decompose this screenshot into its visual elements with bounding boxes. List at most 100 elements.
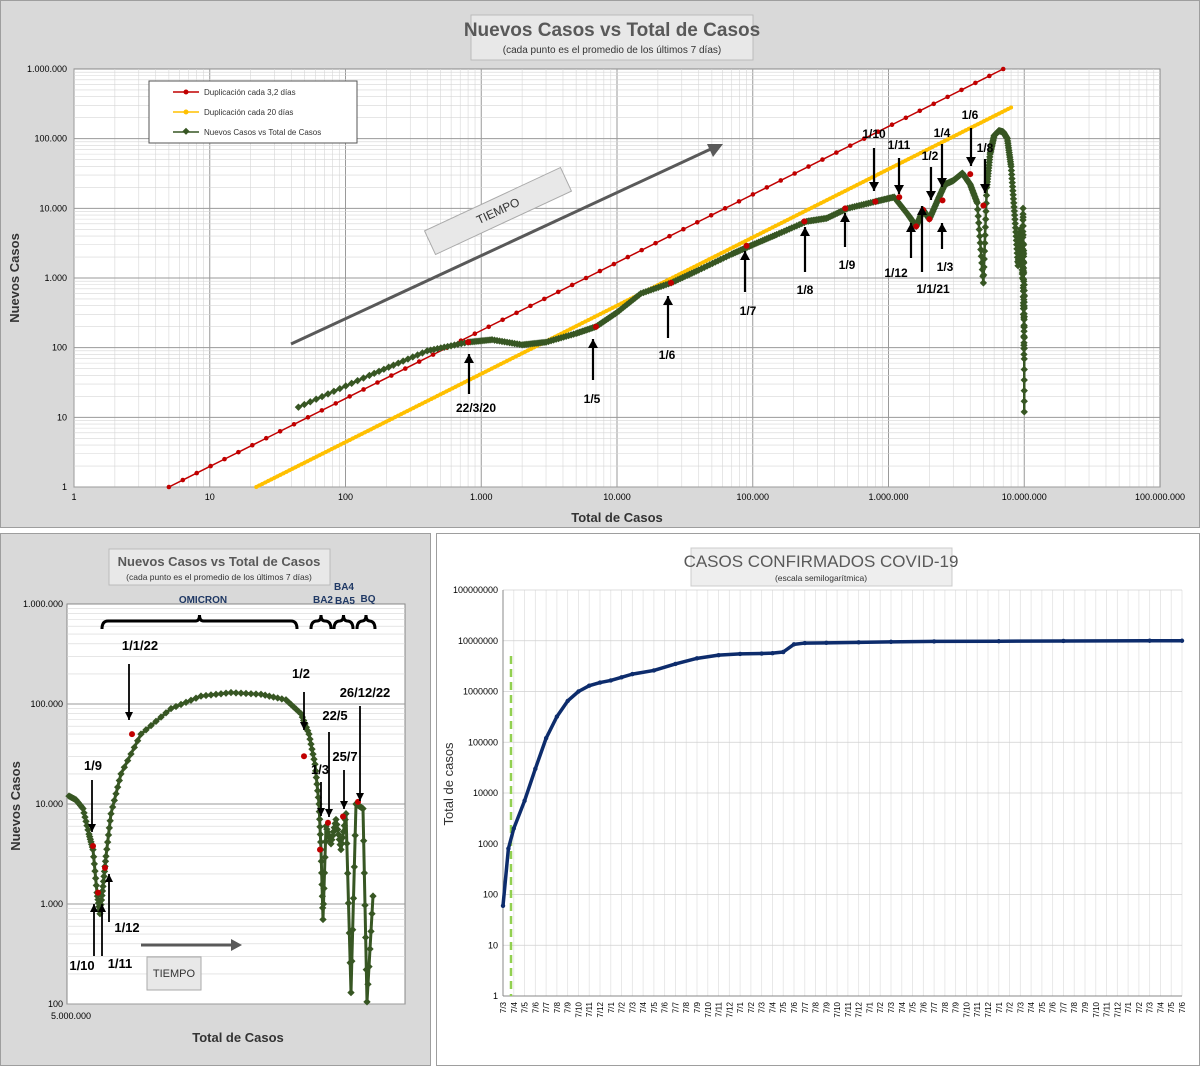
x-tick-label: 7/9 <box>952 1001 961 1013</box>
chart2-subtitle: (cada punto es el promedio de los último… <box>126 572 312 582</box>
x-tick-label: 7/12 <box>596 1001 605 1017</box>
point-doubling-3-2 <box>945 94 950 100</box>
y-tick-label: 10 <box>57 412 67 422</box>
x-tick-label: 7/9 <box>564 1001 573 1013</box>
point-new-cases <box>1010 207 1019 215</box>
point-doubling-3-2 <box>750 192 756 197</box>
point-new-cases-zoom <box>162 709 170 717</box>
point-doubling-20 <box>840 190 845 195</box>
point-new-cases-zoom <box>332 815 340 824</box>
point-new-cases-zoom <box>359 804 367 813</box>
point-new-cases-zoom <box>319 915 327 924</box>
x-tick-label: 1.000.000 <box>868 492 908 502</box>
point-doubling-20 <box>441 390 446 395</box>
annotation-label: 1/9 <box>84 758 102 773</box>
x-tick-label: 7/8 <box>1070 1001 1079 1013</box>
point-doubling-20 <box>993 113 998 118</box>
point-doubling-20 <box>906 157 911 162</box>
point-doubling-20 <box>788 216 793 221</box>
point-doubling-20 <box>438 392 443 397</box>
x-tick-label: 7/8 <box>812 1001 821 1013</box>
point-new-cases <box>1020 312 1028 321</box>
point-doubling-3-2 <box>500 317 505 323</box>
point-doubling-3-2 <box>736 199 742 204</box>
x-tick-label: 10 <box>205 492 215 502</box>
point-total-cases <box>759 651 764 656</box>
point-new-cases <box>980 247 989 255</box>
point-doubling-20 <box>800 210 805 215</box>
x-tick-label: 7/10 <box>574 1001 583 1017</box>
point-doubling-20 <box>836 192 841 197</box>
annotation-arrowhead <box>356 793 364 801</box>
point-doubling-3-2 <box>250 442 255 448</box>
point-new-cases <box>980 263 988 271</box>
point-doubling-20 <box>1000 110 1005 115</box>
point-doubling-20 <box>921 149 926 154</box>
point-total-cases <box>716 652 721 658</box>
point-new-cases <box>306 398 314 406</box>
x-tick-label: 7/3 <box>499 1001 508 1013</box>
variant-bracket <box>332 614 355 630</box>
point-doubling-20 <box>519 351 524 356</box>
variant-label-ba4: BA4 <box>334 582 354 593</box>
point-doubling-3-2 <box>834 150 839 155</box>
point-doubling-20 <box>393 415 398 420</box>
point-new-cases-zoom <box>317 857 326 865</box>
point-doubling-20 <box>794 213 799 218</box>
point-doubling-3-2 <box>667 233 672 239</box>
point-doubling-20 <box>604 308 609 313</box>
point-new-cases-zoom <box>117 770 125 778</box>
point-new-cases <box>1020 268 1028 276</box>
point-new-cases-zoom <box>364 980 372 988</box>
y-tick-label: 1.000.000 <box>27 64 67 74</box>
point-doubling-3-2 <box>402 366 408 371</box>
point-doubling-20 <box>320 451 325 456</box>
highlight-point <box>967 171 974 178</box>
annotation-label: 22/5 <box>322 708 347 723</box>
chart1-legend: Duplicación cada 3,2 días Duplicación ca… <box>148 80 358 144</box>
point-new-cases <box>324 390 332 398</box>
point-doubling-20 <box>773 223 778 228</box>
x-tick-label: 7/4 <box>639 1001 648 1013</box>
point-doubling-20 <box>888 166 893 171</box>
annotation-arrowhead <box>800 227 810 236</box>
x-tick-label: 7/4 <box>1156 1001 1165 1013</box>
point-doubling-20 <box>767 226 772 231</box>
main-loglog-chart: 1 10 100 1.000 10.000 100.000 1.000.000 10.000.… <box>7 14 1185 525</box>
point-doubling-20 <box>447 387 452 392</box>
annotation-arrowhead <box>90 904 98 912</box>
point-new-cases <box>980 255 988 263</box>
cumulative-chart-panel: CASOS CONFIRMADOS COVID-19 (escala semil… <box>436 533 1200 1066</box>
point-total-cases <box>543 736 549 741</box>
y-tick-label: 1000000 <box>463 687 498 697</box>
annotation-arrowhead <box>317 808 325 816</box>
point-new-cases-zoom <box>102 852 110 860</box>
highlight-point <box>980 202 987 209</box>
y-tick-label: 100.000 <box>34 134 67 144</box>
point-new-cases-zoom <box>351 831 359 840</box>
annotation-arrowhead <box>740 251 750 260</box>
point-doubling-20 <box>785 217 790 222</box>
point-doubling-20 <box>344 439 349 444</box>
x-tick-label: 100.000.000 <box>1135 492 1185 502</box>
x-tick-label: 7/6 <box>661 1001 670 1013</box>
point-doubling-3-2 <box>180 477 186 483</box>
point-doubling-20 <box>954 132 959 137</box>
x-tick-label: 7/4 <box>1027 1001 1036 1013</box>
chart2-xlabel: Total de Casos <box>192 1030 284 1045</box>
point-doubling-3-2 <box>625 254 631 260</box>
point-doubling-20 <box>290 466 295 471</box>
x-tick-label: 100 <box>338 492 353 502</box>
point-new-cases-zoom <box>309 750 317 758</box>
point-new-cases-zoom <box>252 690 260 698</box>
point-doubling-20 <box>353 434 358 439</box>
point-doubling-3-2 <box>486 324 492 330</box>
point-doubling-3-2 <box>708 213 714 218</box>
point-doubling-20 <box>821 199 826 204</box>
annotation-label: 1/8 <box>797 283 814 297</box>
x-tick-label: 7/3 <box>1146 1001 1155 1013</box>
point-doubling-20 <box>960 129 965 134</box>
point-doubling-20 <box>477 372 482 377</box>
point-doubling-20 <box>435 393 440 398</box>
zoom-chart: 100 1.000 10.000 100.000 1.000.000 Nuevos Ca… <box>8 548 406 1045</box>
